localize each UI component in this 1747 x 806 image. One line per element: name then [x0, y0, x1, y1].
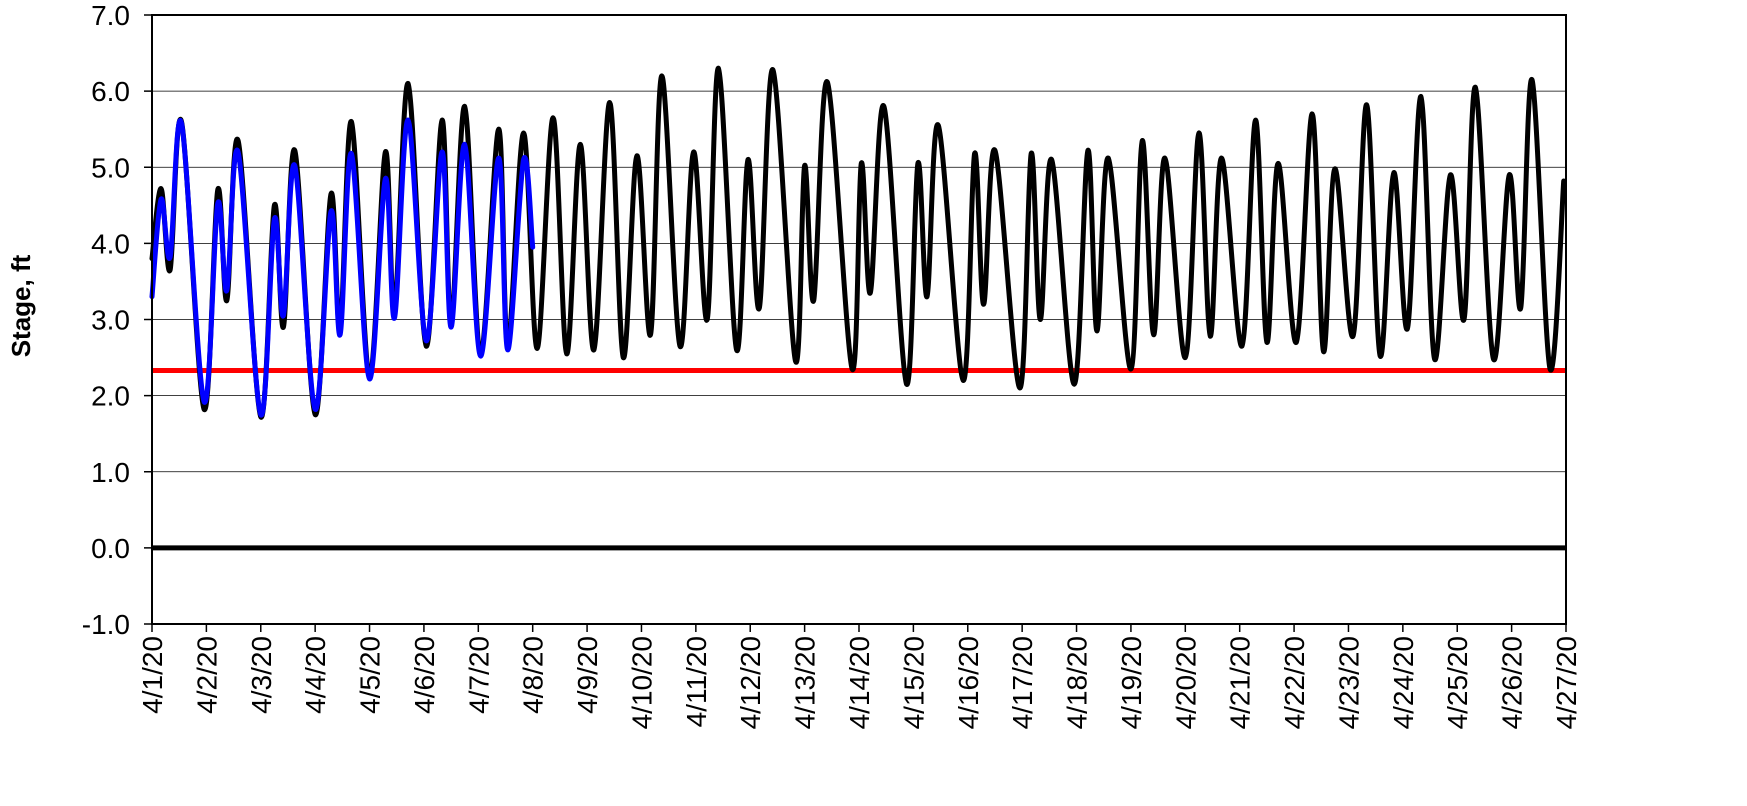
y-axis: -1.0 0.0 1.0 2.0 3.0 4.0 5.0 6.0 7.0	[82, 0, 152, 640]
x-tick-label: 4/23/20	[1333, 636, 1364, 729]
y-tick-label: 7.0	[91, 0, 130, 31]
x-tick-label: 4/12/20	[735, 636, 766, 729]
x-tick-label: 4/24/20	[1388, 636, 1419, 729]
x-tick-label: 4/26/20	[1497, 636, 1528, 729]
series-layer	[149, 65, 1567, 420]
y-axis-title: Stage, ft	[6, 254, 36, 357]
y-tick-label: 3.0	[91, 305, 130, 336]
x-tick-label: 4/20/20	[1170, 636, 1201, 729]
x-tick-label: 4/21/20	[1225, 636, 1256, 729]
y-tick-label: 4.0	[91, 228, 130, 259]
y-tick-label: -1.0	[82, 609, 130, 640]
x-tick-label: 4/4/20	[300, 636, 331, 714]
y-tick-label: 5.0	[91, 152, 130, 183]
x-tick-label: 4/19/20	[1116, 636, 1147, 729]
x-axis: 4/1/20 4/2/20 4/3/20 4/4/20 4/5/20 4/6/20 4/7/…	[137, 624, 1582, 729]
x-tick-label: 4/17/20	[1007, 636, 1038, 729]
x-tick-label: 4/16/20	[953, 636, 984, 729]
x-tick-label: 4/18/20	[1062, 636, 1093, 729]
x-tick-label: 4/8/20	[518, 636, 549, 714]
x-tick-label: 4/11/20	[681, 636, 712, 727]
x-tick-label: 4/14/20	[844, 636, 875, 729]
x-tick-label: 4/15/20	[898, 636, 929, 729]
x-tick-label: 4/10/20	[626, 636, 657, 729]
x-tick-label: 4/6/20	[409, 636, 440, 714]
x-tick-label: 4/1/20	[137, 636, 168, 714]
x-tick-label: 4/7/20	[463, 636, 494, 714]
series-line-2	[149, 117, 536, 418]
y-tick-label: 1.0	[91, 457, 130, 488]
x-tick-label: 4/22/20	[1279, 636, 1310, 729]
y-tick-label: 2.0	[91, 381, 130, 412]
reference-lines	[152, 368, 1566, 551]
x-tick-label: 4/9/20	[572, 636, 603, 714]
y-tick-label: 6.0	[91, 76, 130, 107]
x-tick-label: 4/25/20	[1442, 636, 1473, 729]
x-tick-label: 4/3/20	[246, 636, 277, 714]
x-tick-label: 4/13/20	[790, 636, 821, 729]
y-tick-label: 0.0	[91, 533, 130, 564]
x-tick-label: 4/27/20	[1551, 636, 1582, 729]
x-tick-label: 4/5/20	[355, 636, 386, 714]
x-tick-label: 4/2/20	[191, 636, 222, 714]
